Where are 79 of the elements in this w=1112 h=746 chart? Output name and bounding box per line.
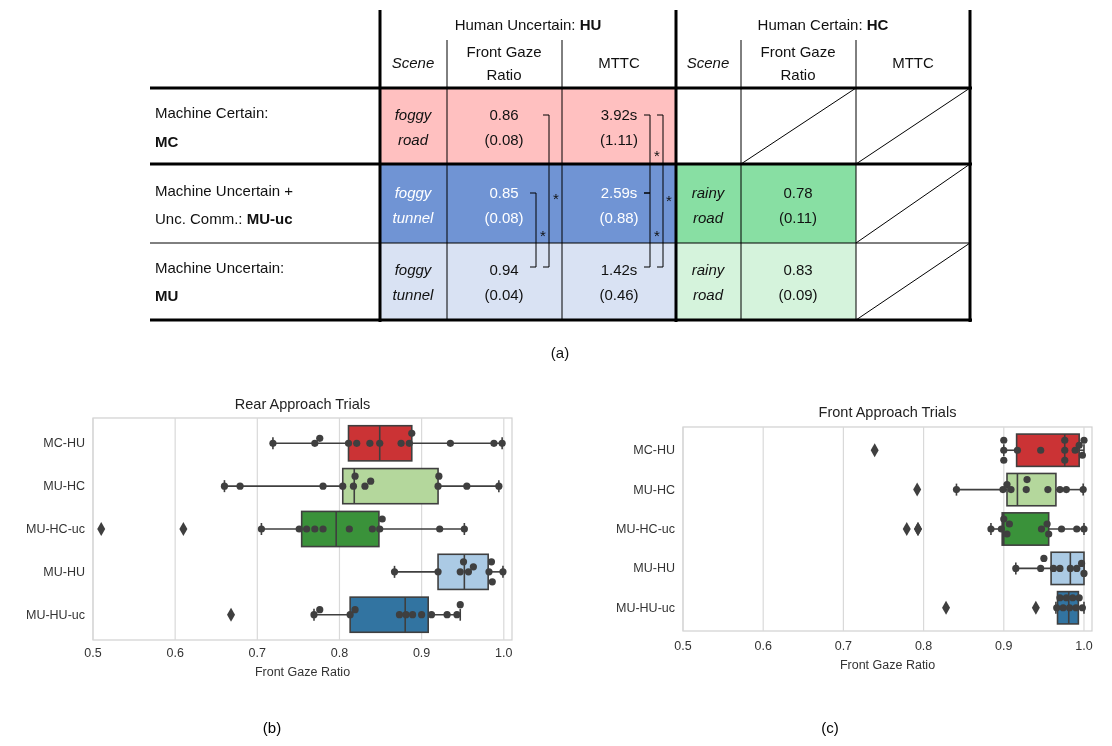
text: MU: [155, 287, 179, 304]
text: HC: [866, 16, 889, 33]
text: (0.08): [484, 209, 524, 226]
x-axis-title: Front Gaze Ratio: [254, 665, 351, 679]
text: Ratio: [486, 66, 522, 83]
text: Human Certain:: [757, 16, 867, 33]
y-tick-label: MU-HU: [633, 561, 675, 576]
text: rainy: [691, 261, 726, 278]
text: foggy: [394, 106, 433, 123]
text: 0.78: [783, 184, 813, 201]
x-tick-label: 1.0: [495, 646, 513, 660]
text: 0.83: [783, 261, 813, 278]
y-tick-label: MU-HU: [43, 564, 85, 579]
y-tick-label: MU-HC-uc: [25, 522, 85, 536]
x-tick-label: 0.9: [412, 646, 431, 660]
x-tick-label: 0.5: [84, 646, 102, 660]
text: Front Gaze: [760, 43, 836, 60]
chart-title: Rear Approach Trials: [234, 396, 371, 412]
text: (0.04): [484, 286, 524, 303]
y-tick-label: MC-HU: [633, 443, 675, 458]
text: (0.08): [484, 131, 524, 148]
y-tick-label: MU-HC-uc: [615, 522, 675, 536]
x-tick-label: 0.7: [834, 639, 853, 653]
text: 0.94: [489, 261, 519, 278]
text: tunnel: [392, 286, 435, 303]
x-tick-label: 1.0: [1075, 639, 1093, 653]
x-axis-title: Front Gaze Ratio: [839, 658, 936, 672]
text: road: [692, 209, 724, 226]
x-tick-label: 0.9: [995, 639, 1013, 653]
text: MC: [155, 133, 179, 150]
text: *: [654, 147, 661, 164]
y-tick-label: MU-HC: [633, 482, 675, 497]
x-tick-label: 0.7: [248, 646, 267, 660]
text: *: [540, 227, 547, 244]
y-tick-label: MU-HU-uc: [615, 600, 675, 615]
y-tick-label: MU-HU-uc: [25, 607, 85, 622]
text: Ratio: [780, 66, 816, 83]
text: 3.92s: [600, 106, 638, 123]
text: (c): [821, 719, 839, 736]
text: MTTC: [892, 54, 934, 71]
text: foggy: [394, 261, 433, 278]
text: *: [666, 192, 673, 209]
x-tick-label: 0.6: [754, 639, 772, 653]
text: *: [654, 227, 661, 244]
text: (0.46): [599, 286, 639, 303]
text: (0.88): [599, 209, 639, 226]
x-tick-label: 0.5: [674, 639, 692, 653]
text: Machine Certain:: [155, 104, 269, 121]
text: (b): [262, 719, 282, 736]
text: MU-uc: [246, 210, 293, 227]
text: rainy: [691, 184, 726, 201]
text: MTTC: [598, 54, 640, 71]
text: Front Gaze: [466, 43, 542, 60]
text: 0.85: [489, 184, 519, 201]
text: Machine Uncertain:: [155, 259, 285, 276]
text: Machine Uncertain +: [155, 182, 294, 199]
x-tick-label: 0.6: [166, 646, 184, 660]
text: (0.11): [778, 209, 818, 226]
text: HU: [579, 16, 602, 33]
x-tick-label: 0.8: [914, 639, 933, 653]
text: Human Uncertain:: [454, 16, 580, 33]
text: 0.86: [489, 106, 519, 123]
x-tick-label: 0.8: [330, 646, 349, 660]
text: Scene: [391, 54, 435, 71]
text: road: [692, 286, 724, 303]
text: (1.11): [599, 131, 639, 148]
text: Unc. Comm.:: [155, 210, 247, 227]
text: road: [397, 131, 429, 148]
y-tick-label: MU-HC: [43, 479, 85, 494]
text: Scene: [686, 54, 730, 71]
text: *: [553, 190, 560, 207]
text: 2.59s: [600, 184, 638, 201]
text: tunnel: [392, 209, 435, 226]
chart-title: Front Approach Trials: [818, 404, 957, 420]
text: (0.09): [778, 286, 818, 303]
text: foggy: [394, 184, 433, 201]
y-tick-label: MC-HU: [43, 436, 85, 451]
text: (a): [550, 344, 570, 361]
text: 1.42s: [600, 261, 638, 278]
